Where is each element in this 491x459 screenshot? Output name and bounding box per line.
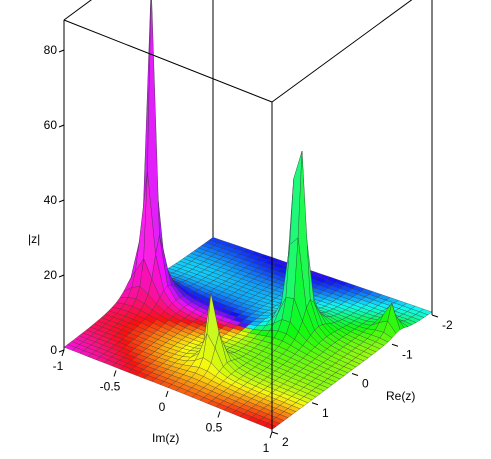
z-tick bbox=[58, 49, 65, 53]
z-axis-label: |z| bbox=[28, 232, 40, 246]
y-tick bbox=[351, 373, 359, 376]
x-tick-label: 0 bbox=[159, 400, 166, 414]
z-tick-label: 20 bbox=[44, 268, 58, 282]
z-tick bbox=[58, 274, 65, 278]
z-tick bbox=[58, 124, 65, 128]
x-tick-label: 1 bbox=[263, 441, 270, 455]
y-axis-label: Re(z) bbox=[386, 389, 415, 403]
x-tick-label: -1 bbox=[53, 359, 64, 373]
y-tick bbox=[391, 343, 399, 347]
y-tick-label: -2 bbox=[442, 318, 453, 332]
y-tick-label: -1 bbox=[402, 347, 413, 361]
x-tick-label: 0.5 bbox=[206, 421, 223, 435]
x-tick bbox=[269, 431, 273, 439]
z-tick-label: 40 bbox=[44, 193, 58, 207]
z-tick bbox=[58, 349, 65, 353]
z-tick-label: 80 bbox=[44, 43, 58, 57]
box-front-edges bbox=[63, 0, 433, 432]
z-tick-label: 0 bbox=[50, 343, 57, 357]
z-tick bbox=[58, 199, 65, 203]
x-tick bbox=[165, 390, 169, 398]
y-tick-label: 0 bbox=[362, 377, 369, 391]
x-tick bbox=[61, 349, 65, 357]
box-edge bbox=[271, 0, 413, 103]
z-tick-label: 60 bbox=[44, 118, 58, 132]
x-axis-label: Im(z) bbox=[152, 431, 179, 445]
y-tick bbox=[271, 431, 279, 435]
y-tick bbox=[431, 314, 439, 318]
x-tick-label: -0.5 bbox=[100, 380, 121, 394]
box-back-edges bbox=[63, 0, 214, 240]
y-tick-label: 2 bbox=[282, 435, 289, 449]
x-tick bbox=[113, 370, 117, 377]
box-edge bbox=[63, 19, 273, 103]
x-tick bbox=[217, 411, 221, 418]
y-tick bbox=[311, 402, 319, 406]
box-edge bbox=[63, 0, 92, 21]
surface-mesh bbox=[63, 0, 433, 430]
y-tick-label: 1 bbox=[322, 406, 329, 420]
